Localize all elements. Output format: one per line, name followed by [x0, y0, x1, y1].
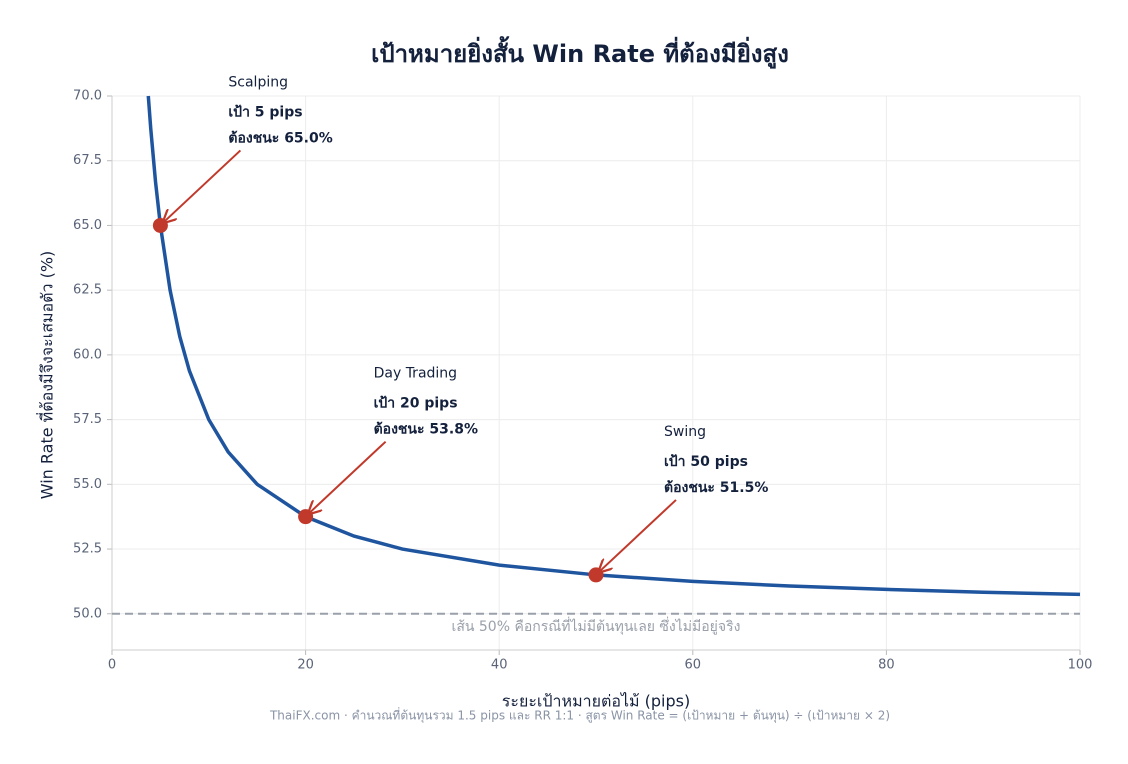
annotation-text: เป้า 5 pips — [228, 104, 302, 120]
x-axis-label: ระยะเป้าหมายต่อไม้ (pips) — [502, 692, 690, 711]
chart-title: เป้าหมายยิ่งสั้น Win Rate ที่ต้องมียิ่งส… — [371, 35, 789, 69]
annotation-text: เป้า 20 pips — [374, 396, 458, 412]
y-tick-label: 62.5 — [73, 283, 102, 298]
reference-label: เส้น 50% คือกรณีที่ไม่มีต้นทุนเลย ซึ่งไม… — [452, 617, 741, 635]
y-axis-label: Win Rate ที่ต้องมีจึงจะเสมอตัว (%) — [36, 251, 57, 500]
y-tick-label: 55.0 — [73, 477, 102, 492]
x-tick-label: 80 — [878, 658, 895, 673]
x-tick-label: 20 — [297, 658, 314, 673]
annotation-text: ต้องชนะ 51.5% — [664, 480, 768, 496]
y-tick-label: 60.0 — [73, 347, 102, 362]
y-tick-label: 50.0 — [73, 606, 102, 621]
annotation-title: Scalping — [228, 74, 288, 90]
annotation-text: ต้องชนะ 65.0% — [228, 130, 332, 146]
annotation-arrow — [163, 149, 242, 222]
y-tick-label: 57.5 — [73, 412, 102, 427]
x-tick-label: 60 — [685, 658, 702, 673]
highlight-point — [298, 509, 314, 525]
annotation-title: Day Trading — [374, 366, 457, 382]
x-tick-label: 100 — [1068, 658, 1093, 673]
annotation-arrow — [599, 499, 677, 572]
highlight-point — [152, 217, 168, 233]
curve — [146, 95, 1081, 597]
x-tick-label: 40 — [491, 658, 508, 673]
annotation-text: ต้องชนะ 53.8% — [374, 422, 478, 438]
y-tick-label: 65.0 — [73, 218, 102, 233]
highlight-point — [588, 567, 604, 583]
annotation-text: เป้า 50 pips — [664, 454, 748, 470]
y-tick-label: 67.5 — [73, 153, 102, 168]
x-tick-label: 0 — [108, 658, 116, 673]
footer-note: ThaiFX.com · คำนวณที่ต้นทุนรวม 1.5 pips … — [269, 707, 890, 724]
annotation-arrow — [309, 440, 387, 514]
y-tick-label: 52.5 — [73, 542, 102, 557]
annotation-title: Swing — [664, 424, 706, 440]
y-tick-label: 70.0 — [73, 89, 102, 104]
